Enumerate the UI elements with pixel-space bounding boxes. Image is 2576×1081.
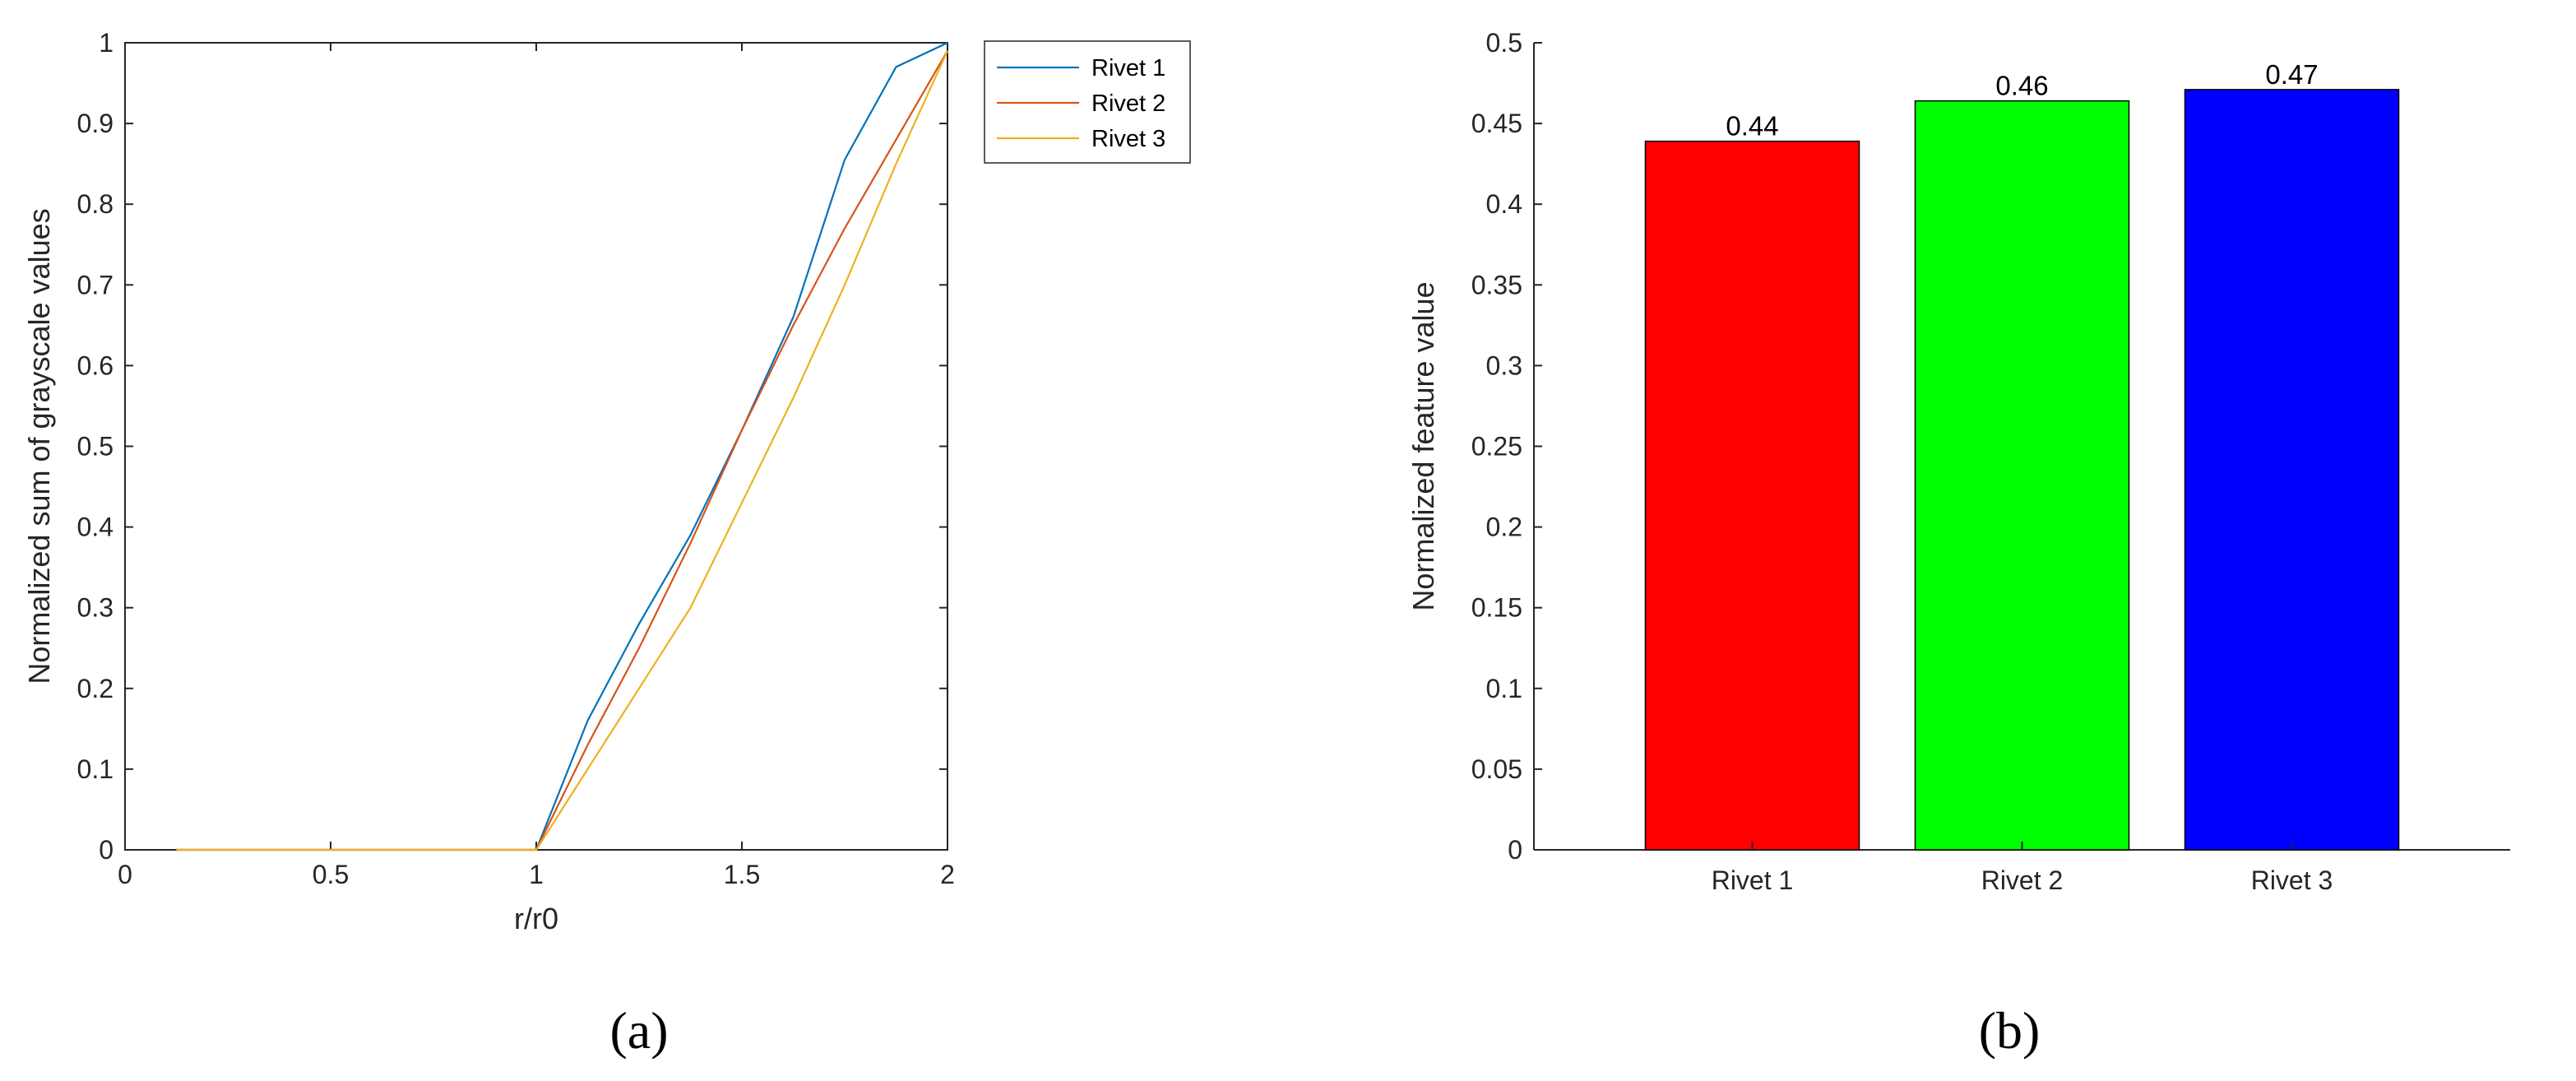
- x-tick-label: 1.5: [724, 860, 760, 889]
- y-tick-label: 0.15: [1471, 593, 1522, 623]
- panel-label-b: (b): [1979, 1001, 2041, 1060]
- series-line-2: [176, 50, 948, 851]
- y-tick-label: 0.1: [77, 754, 114, 784]
- legend-label-3: Rivet 3: [1091, 126, 1165, 152]
- y-tick-label: 0.5: [1486, 28, 1522, 58]
- y-tick-label: 0.3: [1486, 350, 1522, 380]
- bar-2: [1914, 100, 2130, 851]
- line-chart: 0 0.5 1 1.5 2 0 0.1 0.2 0.3 0.4 0.5 0.6 0.7 0.8 0.9 1 r/…: [22, 28, 1191, 935]
- series-line-1: [176, 42, 948, 851]
- bar-value-label-2: 0.46: [1995, 71, 2048, 101]
- x-tick-label: Rivet 1: [1712, 865, 1794, 895]
- legend-label-2: Rivet 2: [1091, 90, 1165, 117]
- bar-1: [1644, 140, 1860, 851]
- y-tick-label: 0: [99, 835, 114, 865]
- y-tick-label: 0.3: [77, 593, 114, 623]
- y-tick-label: 0.45: [1471, 109, 1522, 138]
- bar-value-label-3: 0.47: [2265, 59, 2318, 90]
- bar-value-label-1: 0.44: [1726, 111, 1778, 142]
- y-tick-label: 0.4: [1486, 189, 1522, 219]
- y-tick-label: 0.2: [1486, 513, 1522, 542]
- y-axis-label: Normalized sum of grayscale values: [22, 208, 56, 684]
- y-tick-label: 0.05: [1471, 754, 1522, 784]
- x-tick-label: Rivet 2: [1981, 865, 2064, 895]
- x-tick-label: 0.5: [313, 860, 349, 889]
- y-tick-label: 0.25: [1471, 432, 1522, 462]
- x-axis-label: r/r0: [514, 902, 558, 935]
- x-tick-label: 2: [940, 860, 955, 889]
- x-tick-label: Rivet 3: [2251, 865, 2333, 895]
- y-tick-label: 0.4: [77, 513, 114, 542]
- series-line-3: [176, 50, 949, 851]
- y-tick-label: 0.1: [1486, 674, 1522, 703]
- x-tick-label: 1: [529, 860, 544, 889]
- y-tick-label: 1: [99, 28, 114, 58]
- plot-area-box: [124, 42, 948, 851]
- y-tick-label: 0.5: [77, 432, 114, 462]
- y-tick-label: 0.6: [77, 350, 114, 380]
- y-axis-label: Normalized feature value: [1406, 281, 1440, 610]
- y-tick-label: 0.9: [77, 109, 114, 138]
- bar-3: [2184, 89, 2400, 851]
- panel-label-a: (a): [609, 1001, 668, 1060]
- x-tick-label: 0: [118, 860, 132, 889]
- y-tick-label: 0: [1508, 835, 1522, 865]
- bar-chart: 0 0.05 0.1 0.15 0.2 0.25 0.3 0.35 0.4 0.45 0.5 Norm…: [1406, 28, 2510, 895]
- y-tick-label: 0.2: [77, 674, 114, 703]
- y-tick-label: 0.7: [77, 270, 114, 299]
- y-tick-label: 0.8: [77, 189, 114, 219]
- y-tick-label: 0.35: [1471, 270, 1522, 299]
- legend-label-1: Rivet 1: [1091, 55, 1165, 81]
